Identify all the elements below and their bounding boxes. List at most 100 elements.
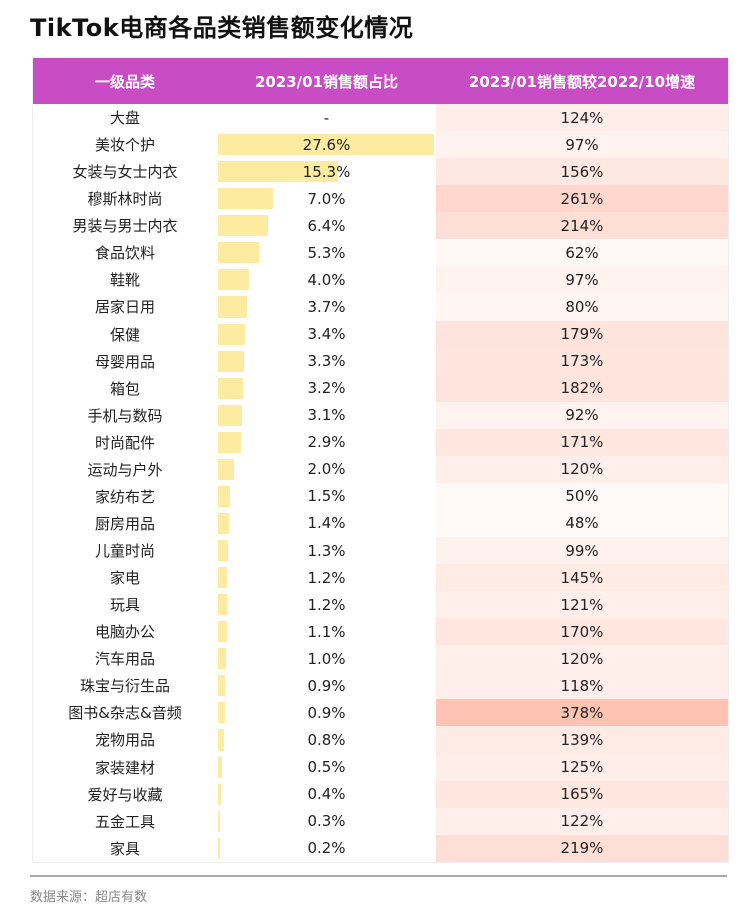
table-row: 儿童时尚 1.3% 99% (33, 537, 728, 565)
category-cell: 鞋靴 (109, 271, 140, 290)
share-bar (218, 458, 234, 480)
share-cell: 0.9% (217, 672, 436, 699)
growth-cell: 121% (436, 591, 728, 619)
share-value: 1.4% (307, 514, 346, 533)
share-value: 3.2% (307, 379, 346, 398)
growth-cell: 173% (436, 347, 728, 375)
share-cell: 7.0% (217, 185, 436, 212)
table-row: 汽车用品 1.0% 120% (33, 645, 728, 673)
table-row: 运动与户外 2.0% 120% (33, 455, 728, 483)
share-cell: 1.3% (217, 537, 436, 564)
growth-cell: 378% (436, 699, 728, 727)
share-cell: 3.7% (217, 293, 436, 320)
growth-cell: 219% (436, 834, 728, 862)
share-value: 3.1% (307, 406, 346, 425)
share-cell: 1.4% (217, 510, 436, 537)
share-cell: - (217, 104, 436, 131)
category-cell: 时尚配件 (94, 433, 155, 452)
share-bar (218, 621, 227, 643)
category-cell: 家纺布艺 (94, 487, 155, 506)
growth-cell: 62% (436, 239, 728, 267)
growth-cell: 179% (436, 320, 728, 348)
share-value: 1.0% (307, 649, 346, 668)
share-bar (218, 377, 244, 399)
share-value: 6.4% (307, 216, 346, 235)
share-bar (218, 675, 226, 697)
growth-cell: 118% (436, 672, 728, 700)
growth-cell: 261% (436, 185, 728, 213)
table-row: 电脑办公 1.1% 170% (33, 618, 728, 646)
share-bar (218, 431, 241, 453)
growth-cell: 124% (436, 104, 728, 132)
growth-cell: 139% (436, 726, 728, 754)
share-cell: 0.4% (217, 781, 436, 808)
growth-cell: 122% (436, 807, 728, 835)
share-value: 1.2% (307, 595, 346, 614)
category-cell: 爱好与收藏 (87, 785, 163, 804)
data-table: 一级品类 2023/01销售额占比 2023/01销售额较2022/10增速 大… (32, 58, 729, 863)
category-cell: 图书&杂志&音频 (68, 704, 182, 723)
growth-cell: 170% (436, 618, 728, 646)
share-value: 4.0% (307, 270, 346, 289)
category-cell: 男装与男士内衣 (72, 217, 178, 236)
share-value: 3.3% (307, 352, 346, 371)
data-source: 数据来源：超店有数 (30, 890, 148, 905)
share-cell: 2.0% (217, 456, 436, 483)
table-row: 食品饮料 5.3% 62% (33, 239, 728, 267)
category-cell: 家电 (109, 569, 140, 588)
table-row: 箱包 3.2% 182% (33, 374, 728, 402)
table-row: 大盘 - 124% (33, 104, 728, 132)
table-body: 大盘 -124% 美妆个护 27.6% 97% 女装与女士内衣 15.3% 156% 穆斯林时尚… (33, 104, 728, 862)
category-cell: 美妆个护 (94, 136, 155, 155)
share-cell: 1.2% (217, 564, 436, 591)
category-cell: 保健 (109, 325, 140, 344)
share-value: 0.9% (307, 676, 346, 695)
growth-cell: 92% (436, 401, 728, 429)
growth-cell: 97% (436, 131, 728, 159)
share-cell: 6.4% (217, 212, 436, 239)
category-cell: 宠物用品 (94, 731, 155, 750)
table-row: 母婴用品 3.3% 173% (33, 347, 728, 375)
category-cell: 厨房用品 (94, 514, 155, 533)
share-bar (218, 648, 226, 670)
category-cell: 食品饮料 (94, 244, 155, 263)
table-row: 爱好与收藏 0.4% 165% (33, 780, 728, 808)
category-cell: 运动与户外 (87, 460, 163, 479)
share-value: 3.7% (307, 297, 346, 316)
growth-cell: 50% (436, 482, 728, 510)
share-cell: 1.1% (217, 618, 436, 645)
share-bar (218, 837, 220, 859)
share-cell: 5.3% (217, 239, 436, 266)
table-row: 居家日用 3.7% 80% (33, 293, 728, 321)
category-cell: 家装建材 (94, 758, 155, 777)
category-cell: 女装与女士内衣 (72, 163, 178, 182)
share-bar (218, 540, 229, 562)
share-bar (218, 161, 338, 183)
share-cell: 3.4% (217, 321, 436, 348)
table-row: 图书&杂志&音频 0.9% 378% (33, 699, 728, 727)
share-value: 2.9% (307, 433, 346, 452)
share-value: - (323, 108, 330, 127)
growth-cell: 171% (436, 428, 728, 456)
share-value: 1.1% (307, 622, 346, 641)
table-row: 时尚配件 2.9% 171% (33, 428, 728, 456)
header-category: 一级品类 (94, 72, 155, 91)
share-cell: 0.8% (217, 726, 436, 753)
share-bar (218, 567, 228, 589)
share-bar (218, 188, 273, 210)
share-bar (218, 485, 230, 507)
growth-cell: 125% (436, 753, 728, 781)
share-cell: 3.1% (217, 402, 436, 429)
table-row: 女装与女士内衣 15.3% 156% (33, 158, 728, 186)
share-cell: 1.2% (217, 591, 436, 618)
share-bar (218, 323, 245, 345)
category-cell: 大盘 (109, 109, 140, 128)
share-bar (218, 810, 221, 832)
table-row: 玩具 1.2% 121% (33, 591, 728, 619)
growth-cell: 145% (436, 564, 728, 592)
table-row: 家装建材 0.5% 125% (33, 753, 728, 781)
share-value: 15.3% (302, 162, 351, 181)
share-bar (218, 269, 250, 291)
table-row: 五金工具 0.3% 122% (33, 807, 728, 835)
table-row: 珠宝与衍生品 0.9% 118% (33, 672, 728, 700)
